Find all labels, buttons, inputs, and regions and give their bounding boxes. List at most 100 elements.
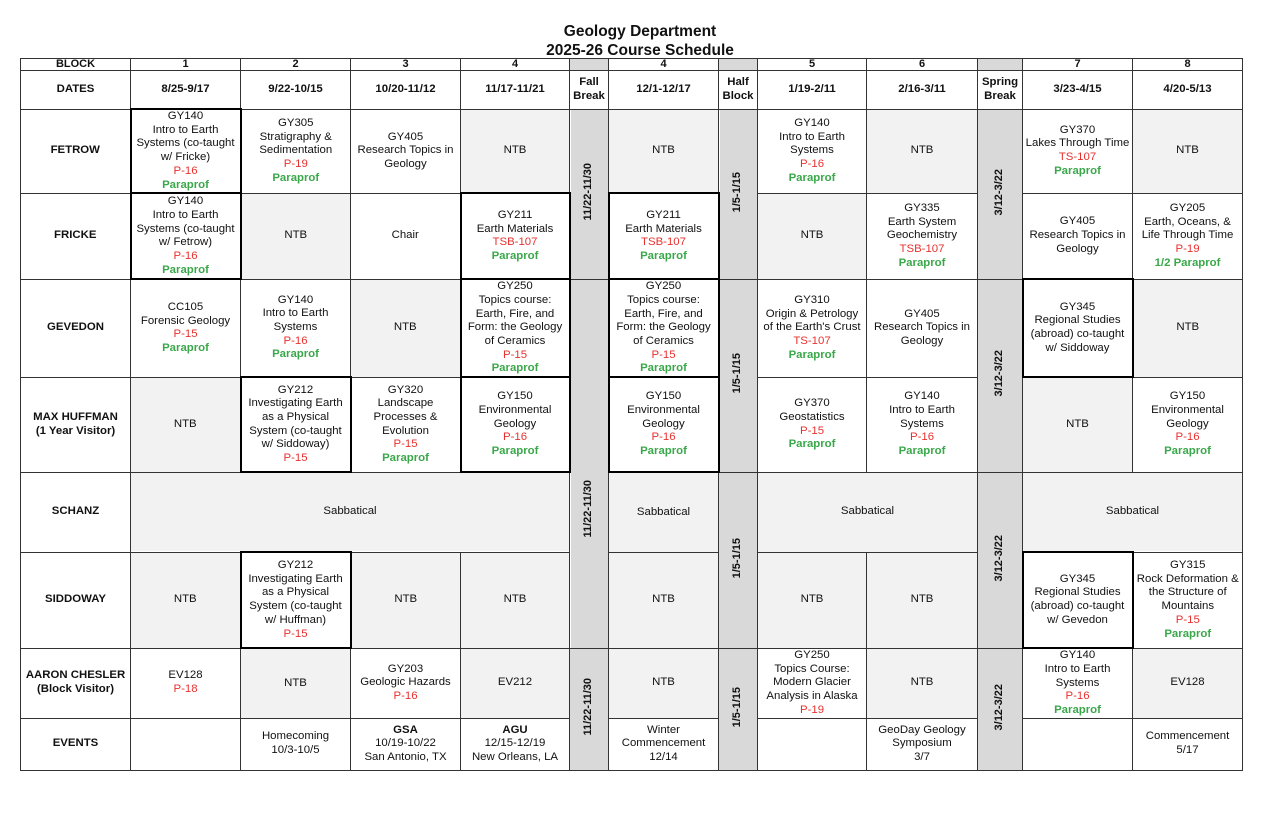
paraprof-label: Paraprof [491,445,539,458]
schedule-cell: CC105 Forensic Geology P-15 Paraprof [130,278,241,378]
block-dates: 8/25-9/17 [130,70,241,110]
block-number-row: BLOCK 1 2 3 4 4 5 6 7 8 [20,58,1243,71]
schedule-cell: GY305 Stratigraphy & Sedimentation P-19 Par… [240,108,351,194]
schedule-cell: NTB [866,647,978,719]
cell-text: GY345 [1059,572,1096,585]
schedule-cell: GY335 Earth System Geochemistry TSB-107 Par… [866,192,978,280]
spring-break-cell: 3/12-3/22 [977,471,1023,649]
cell-text: New Orleans, LA [471,751,559,763]
row-label-line: (Block Visitor) [36,683,114,696]
paraprof-label: Paraprof [382,452,429,465]
cell-text: Intro to Earth Systems [779,130,845,157]
cell-text: GY212 [277,559,314,572]
block-label: BLOCK [20,58,131,71]
cell-text: NTB [652,676,675,689]
paraprof-label: Paraprof [640,445,687,458]
room-label: P-19 [283,157,308,170]
schedule-cell: GY405 Research Topics in Geology [1022,192,1133,280]
cell-text: Forensic Geology [140,314,231,327]
half-break-cell: 1/5-1/15 [718,471,758,649]
paraprof-label: Paraprof [898,445,946,458]
cell-text: Homecoming [261,730,330,743]
course-schedule-table: BLOCK 1 2 3 4 4 5 6 7 8 DATES 8/25-9/17 9/22-10/15 10… [20,58,1243,771]
schedule-cell: GY320 Landscape Processes & Evolution P-15… [350,376,461,473]
room-label: P-19 [799,703,825,716]
block-number: 1 [130,58,241,71]
room-label: P-16 [393,690,418,702]
fall-break-cell: 11/22-11/30 [569,647,609,771]
schedule-cell: NTB [866,108,978,194]
block-dates: 1/19-2/11 [757,70,867,110]
cell-text: GY250 [794,648,830,661]
schedule-cell: EV128 P-18 [130,647,241,719]
paraprof-label: Paraprof [162,263,209,276]
block-dates: 12/1-12/17 [608,70,719,110]
cell-text: Regional Studies (abroad) co-taught w/ S… [1030,314,1125,354]
schedule-cell: GY205 Earth, Oceans, & Life Through Time P… [1132,192,1243,280]
room-label: P-15 [799,424,825,437]
row-label: SCHANZ [20,471,131,553]
paraprof-label: Paraprof [1054,164,1101,177]
cell-text: GY140 [904,390,940,403]
spring-break-dates: 3/12-3/22 [993,168,1006,215]
schedule-row: GEVEDON CC105 Forensic Geology P-15 Paraprof… [20,278,1243,649]
schedule-cell [1022,717,1133,771]
schedule-cell: GY212 Investigating Earth as a Physical S… [239,551,352,650]
cell-text: Sabbatical [323,505,377,518]
half-break-cell: 1/5-1/15 [718,108,758,280]
schedule-cell: GY140 Intro to Earth Systems P-16 Paraprof [757,108,867,194]
cell-text: Intro to Earth Systems (co-taught w/ Fri… [136,123,235,164]
cell-text: Earth Materials [625,222,702,235]
spring-break-dates: 3/12-3/22 [992,534,1005,582]
break-label: Half Block [718,70,758,110]
schedule-cell: Sabbatical [757,471,978,553]
block-dates: 10/20-11/12 [350,70,461,110]
schedule-cell: NTB [350,551,461,649]
schedule-cell: NTB [460,108,570,194]
cell-text: EV128 [1170,676,1205,689]
cell-text: NTB [910,144,934,157]
schedule-cell: NTB [240,647,351,719]
block-dates: 4/20-5/13 [1132,70,1243,110]
cell-text: Chair [391,229,419,242]
cell-text: Environmental Geology [478,404,552,430]
cell-text: GY140 [1059,649,1096,662]
paraprof-label: Paraprof [162,342,209,355]
cell-text: Topics course: Earth, Fire, and Form: th… [467,293,563,348]
break-header-cell [718,58,758,71]
cell-text: Rock Deformation & the Structure of Moun… [1136,572,1239,613]
block-number: 7 [1022,58,1133,71]
cell-text: NTB [1176,144,1199,157]
cell-text: Intro to Earth Systems (co-taught w/ Fet… [136,208,235,249]
schedule-cell: NTB [757,192,867,280]
cell-text: GY345 [1059,300,1096,313]
cell-text: 12/15-12/19 [484,737,546,750]
room-label: P-15 [1175,613,1200,626]
row-label: AARON CHESLER (Block Visitor) [20,647,131,719]
room-label: TS-107 [1058,151,1097,164]
cell-text: GY370 [1059,123,1096,136]
schedule-cell: GSA 10/19-10/22 San Antonio, TX [350,717,461,771]
row-label-line: AARON CHESLER [25,669,126,682]
spring-break-cell: 3/12-3/22 [977,647,1023,771]
cell-text: NTB [652,593,675,606]
schedule-cell: EV128 [1132,647,1243,719]
cell-text: GY405 [1059,215,1096,228]
schedule-cell: Sabbatical [608,471,719,553]
cell-text: Winter Commencement [621,723,706,750]
cell-text: NTB [503,593,527,606]
schedule-cell [757,717,867,771]
cell-text: GY212 [277,383,314,396]
cell-text: GY405 [387,130,424,143]
cell-text: Lakes Through Time [1025,137,1130,150]
room-label: P-16 [502,431,528,444]
dates-label: DATES [20,70,131,110]
cell-text: GY150 [1169,390,1206,403]
cell-text: NTB [910,676,934,689]
cell-text: Landscape Processes & Evolution [373,397,438,437]
spring-break-cell: 3/12-3/22 [977,278,1023,473]
spring-break-dates: 3/12-3/22 [992,350,1005,397]
paraprof-label: Paraprof [272,348,319,361]
schedule-cell: NTB [130,376,241,473]
row-label: MAX HUFFMAN (1 Year Visitor) [20,376,131,473]
